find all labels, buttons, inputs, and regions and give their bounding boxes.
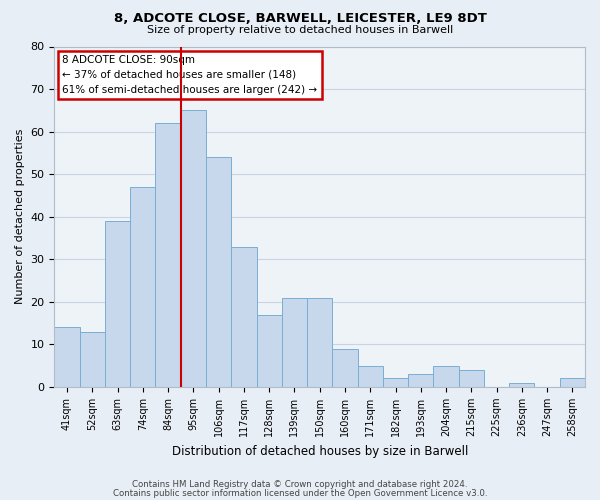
Bar xyxy=(155,123,181,387)
Bar xyxy=(130,187,155,387)
Bar xyxy=(181,110,206,387)
Bar xyxy=(332,348,358,387)
Text: Contains HM Land Registry data © Crown copyright and database right 2024.: Contains HM Land Registry data © Crown c… xyxy=(132,480,468,489)
Bar xyxy=(307,298,332,387)
Bar xyxy=(408,374,433,387)
Bar xyxy=(358,366,383,387)
Text: Size of property relative to detached houses in Barwell: Size of property relative to detached ho… xyxy=(147,25,453,35)
Text: 8, ADCOTE CLOSE, BARWELL, LEICESTER, LE9 8DT: 8, ADCOTE CLOSE, BARWELL, LEICESTER, LE9… xyxy=(113,12,487,26)
Text: 8 ADCOTE CLOSE: 90sqm
← 37% of detached houses are smaller (148)
61% of semi-det: 8 ADCOTE CLOSE: 90sqm ← 37% of detached … xyxy=(62,55,317,94)
Bar xyxy=(257,314,282,387)
Bar xyxy=(282,298,307,387)
Bar xyxy=(458,370,484,387)
X-axis label: Distribution of detached houses by size in Barwell: Distribution of detached houses by size … xyxy=(172,444,468,458)
Bar xyxy=(105,221,130,387)
Bar xyxy=(80,332,105,387)
Bar xyxy=(231,246,257,387)
Y-axis label: Number of detached properties: Number of detached properties xyxy=(15,129,25,304)
Bar xyxy=(560,378,585,387)
Text: Contains public sector information licensed under the Open Government Licence v3: Contains public sector information licen… xyxy=(113,488,487,498)
Bar xyxy=(206,157,231,387)
Bar xyxy=(55,328,80,387)
Bar xyxy=(509,382,535,387)
Bar xyxy=(433,366,458,387)
Bar xyxy=(383,378,408,387)
